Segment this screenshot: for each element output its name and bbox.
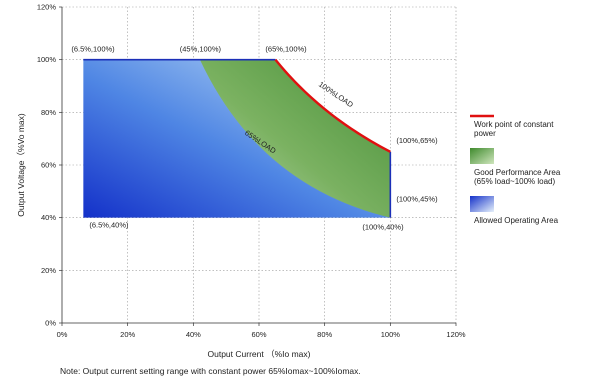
point-annotation: (45%,100%) — [180, 45, 222, 54]
x-tick-label: 80% — [317, 330, 332, 339]
x-tick-label: 60% — [251, 330, 266, 339]
legend-label: Work point of constant power — [474, 120, 554, 138]
point-annotation: (100%,45%) — [396, 195, 438, 204]
point-annotation: (100%,65%) — [396, 136, 438, 145]
x-tick-label: 40% — [186, 330, 201, 339]
point-annotation: (100%,40%) — [362, 223, 404, 232]
x-axis-title: Output Current （%Io max) — [208, 349, 311, 359]
legend-swatch-good-performance — [470, 148, 494, 164]
point-annotation: (65%,100%) — [265, 45, 307, 54]
y-axis-title: Output Voltage（%Vo max) — [16, 113, 26, 217]
constant-power-line — [274, 58, 391, 153]
legend-label: Good Performance Area (65% load~100% load… — [474, 168, 561, 186]
point-annotation: (6.5%,40%) — [89, 221, 129, 230]
y-tick-label: 20% — [41, 266, 56, 275]
y-tick-label: 120% — [37, 3, 57, 12]
x-tick-label: 0% — [57, 330, 68, 339]
x-tick-label: 120% — [446, 330, 466, 339]
x-tick-label: 20% — [120, 330, 135, 339]
y-tick-label: 0% — [45, 319, 56, 328]
y-tick-label: 60% — [41, 161, 56, 170]
curve-label: 100%LOAD — [317, 80, 355, 110]
y-tick-label: 40% — [41, 213, 56, 222]
y-tick-label: 80% — [41, 108, 56, 117]
legend-label: Allowed Operating Area — [474, 216, 559, 225]
y-tick-label: 100% — [37, 55, 57, 64]
chart-note: Note: Output current setting range with … — [60, 366, 361, 376]
good-performance-area — [199, 59, 391, 218]
legend-swatch-allowed-area — [470, 196, 494, 212]
x-tick-label: 100% — [381, 330, 401, 339]
point-annotation: (6.5%,100%) — [71, 45, 115, 54]
